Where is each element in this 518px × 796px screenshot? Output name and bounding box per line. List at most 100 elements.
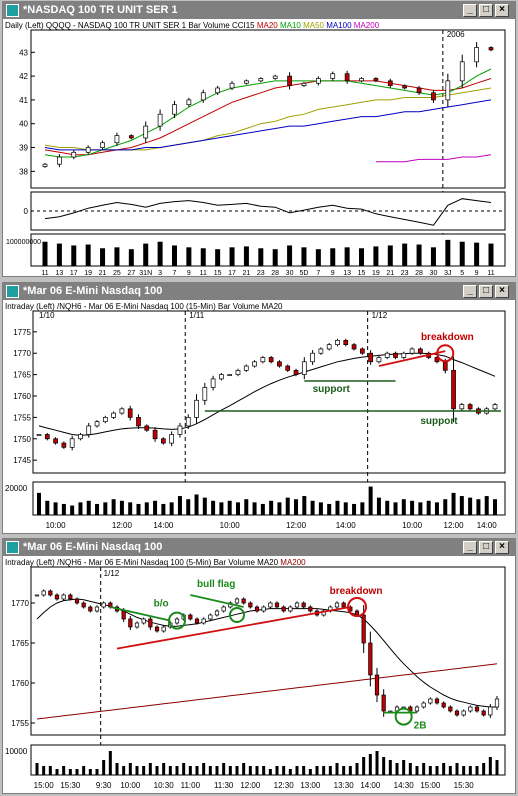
candle-body (143, 125, 149, 139)
volume-bar (248, 766, 252, 775)
candle-body (241, 598, 246, 604)
window-title: *Mar 06 E-Mini Nasdaq 100 (23, 541, 163, 553)
y-tick-label: 1770 (11, 599, 29, 608)
candle-body (254, 606, 260, 612)
close-button[interactable]: × (495, 541, 509, 554)
volume-bar (342, 766, 346, 775)
ma-line-ma200 (36, 663, 498, 720)
volume-bar (252, 502, 257, 515)
y-tick-label: 1760 (13, 392, 31, 401)
close-button[interactable]: × (495, 285, 509, 298)
candle-body (409, 348, 415, 354)
mode-label: Bar (213, 558, 227, 567)
intraday-15min-chart[interactable]: 1775 1770 1765 1760 1755 1750 1745 1/10 1/11 1/12… (3, 283, 515, 535)
candle-body (308, 606, 313, 612)
window-titlebar[interactable]: *Mar 06 E-Mini Nasdaq 100 _ □ × (3, 539, 515, 556)
candle-body (36, 434, 42, 436)
volume-tick-label: 20000 (5, 484, 28, 493)
candle-body (248, 602, 253, 608)
candle-body (454, 710, 460, 716)
intraday-5min-window[interactable]: *Mar 06 E-Mini Nasdaq 100 _ □ × Intraday… (2, 538, 516, 794)
candle-body (185, 417, 191, 427)
maximize-button[interactable]: □ (479, 541, 493, 554)
x-tick-label: 15:00 (34, 781, 55, 790)
volume-bar (208, 766, 212, 775)
volume-bar (55, 769, 59, 775)
candle-body (416, 87, 422, 94)
volume-bar (61, 503, 66, 515)
volume-bar (468, 766, 472, 775)
volume-panel-frame (30, 233, 506, 267)
candle-body (161, 626, 166, 632)
candle-body (384, 352, 390, 358)
volume-bar (243, 246, 249, 266)
candle-body (61, 442, 67, 448)
daily-chart-window[interactable]: *NASDAQ 100 TR UNIT SER 1 _ □ × Daily (L… (2, 1, 516, 277)
window-titlebar[interactable]: *Mar 06 E-Mini Nasdaq 100 _ □ × (3, 283, 515, 300)
volume-bar (142, 766, 146, 775)
volume-bar (235, 766, 239, 775)
minimize-button[interactable]: _ (463, 285, 477, 298)
candle-body (244, 80, 249, 84)
candle-body (272, 75, 278, 79)
x-tick-label: 25 (113, 270, 121, 277)
volume-bar (410, 500, 415, 515)
study-label: Volume (228, 558, 255, 567)
candle-body (86, 425, 92, 435)
minimize-button[interactable]: _ (463, 541, 477, 554)
candle-body (373, 78, 379, 82)
chart-window-icon[interactable] (6, 4, 19, 17)
volume-bar (442, 763, 446, 775)
two-b-circle (394, 707, 413, 726)
volume-bar (75, 769, 79, 775)
volume-bar (42, 766, 46, 775)
candle-body (335, 340, 340, 346)
candle-body (74, 598, 80, 604)
volume-bar (103, 502, 108, 515)
candle-body (81, 602, 86, 608)
candle-body (141, 618, 146, 624)
candle-body (461, 710, 466, 716)
volume-bar (128, 249, 134, 266)
chart-window-icon[interactable] (6, 541, 19, 554)
chart-window-icon[interactable] (6, 285, 19, 298)
volume-bar (387, 245, 393, 266)
intraday-5min-chart[interactable]: 1770 1765 1760 1755 1/12 b/o bull flag breakdow… (3, 539, 515, 795)
minimize-button[interactable]: _ (463, 4, 477, 17)
interval-label: Intraday (5, 302, 34, 311)
candle-body (445, 80, 451, 101)
maximize-button[interactable]: □ (479, 285, 493, 298)
x-tick-label: 11:00 (181, 781, 201, 790)
close-button[interactable]: × (495, 4, 509, 17)
maximize-button[interactable]: □ (479, 4, 493, 17)
volume-bar (177, 496, 182, 515)
volume-bar (488, 757, 492, 775)
candle-body (68, 594, 73, 600)
price-plot-frame (32, 310, 506, 474)
candle-body (200, 92, 206, 101)
y-tick-label: 43 (19, 48, 28, 57)
volume-bar (95, 769, 99, 775)
x-tick-label: 9 (475, 270, 479, 277)
candle-body (210, 378, 216, 388)
bull-flag-line (190, 594, 244, 608)
volume-bar (302, 766, 306, 775)
volume-bar (495, 760, 499, 775)
y-tick-label: 1770 (13, 349, 31, 358)
intraday-15min-window[interactable]: *Mar 06 E-Mini Nasdaq 100 _ □ × Intraday… (2, 282, 516, 534)
window-titlebar[interactable]: *NASDAQ 100 TR UNIT SER 1 _ □ × (3, 2, 515, 19)
symbol-label: /NQH6 - Mar 06 E-Mini Nasdaq 100 (5-Min) (57, 558, 212, 567)
candle-body (94, 606, 100, 612)
volume-bar (430, 247, 436, 266)
y-tick-label: 1765 (11, 639, 29, 648)
y-tick-label: 1755 (13, 413, 31, 422)
volume-bar (335, 500, 340, 515)
volume-bar (462, 766, 466, 775)
volume-bar (282, 766, 286, 775)
volume-bar (195, 766, 199, 775)
volume-bar (315, 766, 319, 775)
candle-body (376, 357, 382, 363)
x-tick-label: 10:00 (402, 521, 423, 530)
candle-body (301, 361, 307, 375)
